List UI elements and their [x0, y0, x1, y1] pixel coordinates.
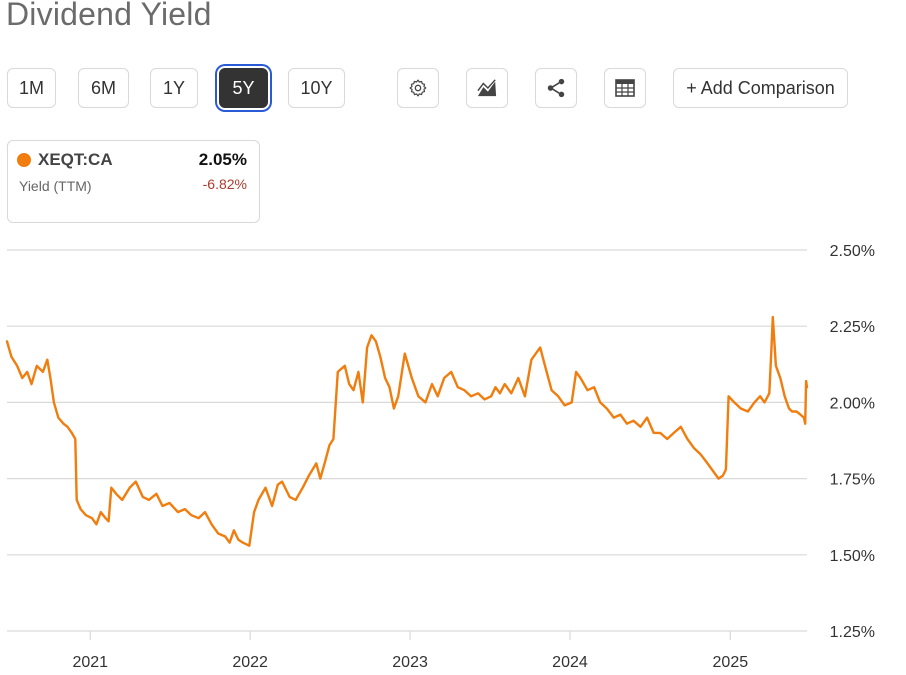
x-tick-label: 2023: [392, 654, 428, 671]
page-title: Dividend Yield: [6, 0, 212, 32]
y-tick-label: 2.25%: [830, 319, 875, 336]
table-icon: [615, 79, 635, 97]
gear-icon: [408, 78, 428, 98]
legend-value: 2.05%: [198, 150, 247, 169]
y-tick-label: 1.25%: [830, 624, 875, 641]
x-tick-label: 2022: [232, 654, 268, 671]
share-button[interactable]: [535, 68, 577, 108]
legend-ticker: XEQT:CA: [38, 150, 113, 169]
range-1m-button[interactable]: 1M: [7, 68, 56, 108]
dividend-yield-chart: 1.25%1.50%1.75%2.00%2.25%2.50% 2021 2022 2…: [5, 243, 875, 671]
series-line-xeqt: [5, 315, 809, 547]
table-view-button[interactable]: [604, 68, 646, 108]
y-tick-label: 1.75%: [830, 472, 875, 489]
y-axis-ticks: 1.25% 1.50% 1.75% 2.00% 2.25% 2.50%: [830, 243, 875, 641]
x-axis-ticks: 2021 2022 2023 2024 2025: [72, 631, 748, 671]
range-5y-button[interactable]: 5Y: [219, 68, 268, 108]
chart-type-button[interactable]: [466, 68, 508, 108]
series-layer: [5, 315, 809, 547]
x-tick-label: 2025: [713, 654, 749, 671]
legend-card: XEQT:CA Yield (TTM) 2.05% -6.82%: [7, 140, 260, 223]
add-comparison-button[interactable]: + Add Comparison: [673, 68, 848, 108]
range-10y-button[interactable]: 10Y: [288, 68, 345, 108]
x-tick-label: 2024: [552, 654, 588, 671]
y-tick-label: 2.00%: [830, 395, 875, 412]
legend-change: -6.82%: [202, 176, 247, 192]
range-6m-button[interactable]: 6M: [78, 68, 129, 108]
series-color-dot: [17, 153, 31, 167]
y-tick-label: 1.50%: [830, 548, 875, 565]
grid-lines: [7, 249, 807, 632]
settings-button[interactable]: [397, 68, 439, 108]
chart-type-icon: [476, 78, 498, 98]
range-1y-button[interactable]: 1Y: [150, 68, 198, 108]
legend-metric: Yield (TTM): [19, 178, 92, 194]
share-icon: [545, 77, 567, 99]
x-tick-label: 2021: [72, 654, 108, 671]
y-tick-label: 2.50%: [830, 243, 875, 260]
